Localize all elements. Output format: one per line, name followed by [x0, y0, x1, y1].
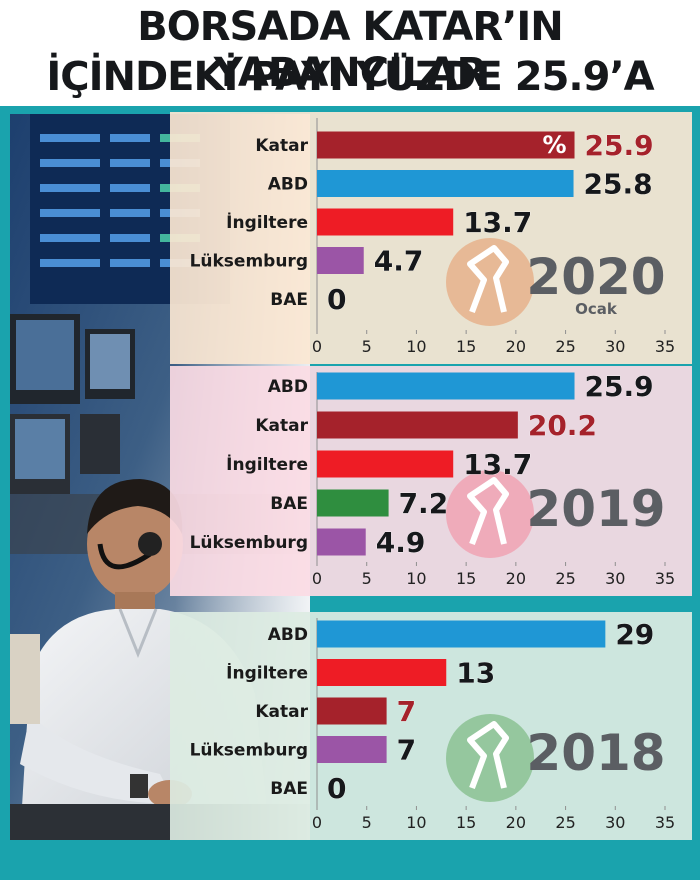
x-tick-label: 20 [506, 337, 526, 356]
x-tick-label: 0 [312, 813, 322, 832]
bar-İngiltere [317, 659, 447, 686]
x-tick-label: 20 [506, 569, 526, 588]
year-label: 2019 [526, 480, 665, 538]
year-label: 2018 [526, 724, 665, 782]
bar-İngiltere [317, 208, 454, 236]
category-label: BAE [270, 290, 308, 310]
category-label: İngiltere [226, 662, 308, 684]
category-label: Katar [255, 416, 308, 436]
sub-label: Ocak [575, 300, 618, 318]
x-tick-label: 5 [362, 569, 372, 588]
x-tick-label: 5 [362, 337, 372, 356]
panel-background [170, 366, 692, 596]
x-tick-label: 30 [605, 337, 625, 356]
x-tick-label: 30 [605, 813, 625, 832]
year-label: 2020 [526, 248, 665, 306]
x-tick-label: 15 [456, 813, 476, 832]
x-tick-label: 35 [655, 813, 675, 832]
category-label: Lüksemburg [190, 252, 308, 272]
category-label: Katar [255, 136, 308, 156]
value-label: 25.8 [584, 168, 653, 201]
category-label: İngiltere [226, 211, 308, 233]
bar-Katar [317, 131, 575, 159]
bar-ABD [317, 372, 575, 400]
category-label: Lüksemburg [190, 533, 308, 553]
x-tick-label: 0 [312, 569, 322, 588]
emblem-icon [446, 238, 534, 326]
value-label: 0 [327, 772, 346, 805]
value-label: 7.2 [399, 487, 449, 520]
emblem-icon [446, 714, 534, 802]
value-label: 25.9 [585, 129, 654, 162]
value-label: 7 [397, 734, 416, 767]
percent-sign: % [542, 131, 566, 159]
bar-ABD [317, 620, 606, 648]
bar-Lüksemburg [317, 736, 387, 763]
x-tick-label: 5 [362, 813, 372, 832]
x-tick-label: 35 [655, 337, 675, 356]
bar-Katar [317, 697, 387, 725]
category-label: ABD [268, 175, 308, 195]
value-label: 29 [615, 618, 654, 651]
bar-Lüksemburg [317, 247, 364, 274]
x-tick-label: 25 [555, 337, 575, 356]
category-label: Lüksemburg [190, 741, 308, 761]
x-tick-label: 0 [312, 337, 322, 356]
chart-panel-2019: 2019 0 5 10 15 20 25 30 35 ABD 25.9 Katar 20.2 İngilt… [170, 366, 692, 596]
emblem-icon [446, 470, 534, 558]
value-label: 4.9 [376, 526, 426, 559]
x-tick-label: 10 [406, 337, 426, 356]
x-tick-label: 10 [406, 569, 426, 588]
x-tick-label: 20 [506, 813, 526, 832]
x-tick-label: 25 [555, 569, 575, 588]
value-label: 13.7 [463, 448, 532, 481]
bar-İngiltere [317, 450, 454, 478]
x-tick-label: 15 [456, 337, 476, 356]
emblem-figure-icon [467, 477, 509, 546]
value-label: 13.7 [463, 206, 532, 239]
emblem-figure-icon [467, 721, 509, 790]
value-label: 0 [327, 283, 346, 316]
x-tick-label: 30 [605, 569, 625, 588]
value-label: 4.7 [374, 245, 424, 278]
x-tick-label: 10 [406, 813, 426, 832]
value-label: 20.2 [528, 409, 597, 442]
category-label: ABD [268, 625, 308, 645]
value-label: 25.9 [585, 370, 654, 403]
category-label: İngiltere [226, 453, 308, 475]
bar-Lüksemburg [317, 528, 366, 556]
x-tick-label: 25 [555, 813, 575, 832]
headline-line-1: BORSADA KATAR’IN YABANCILAR [137, 4, 563, 96]
emblem-figure-icon [467, 245, 509, 314]
category-label: Katar [255, 702, 308, 722]
category-label: BAE [270, 494, 308, 514]
bar-ABD [317, 170, 574, 197]
bar-Katar [317, 411, 518, 439]
panel-background [170, 612, 692, 840]
bar-BAE [317, 489, 389, 517]
category-label: ABD [268, 377, 308, 397]
category-label: BAE [270, 779, 308, 799]
x-tick-label: 15 [456, 569, 476, 588]
value-label: 13 [456, 657, 495, 690]
value-label: 7 [397, 695, 416, 728]
x-tick-label: 35 [655, 569, 675, 588]
